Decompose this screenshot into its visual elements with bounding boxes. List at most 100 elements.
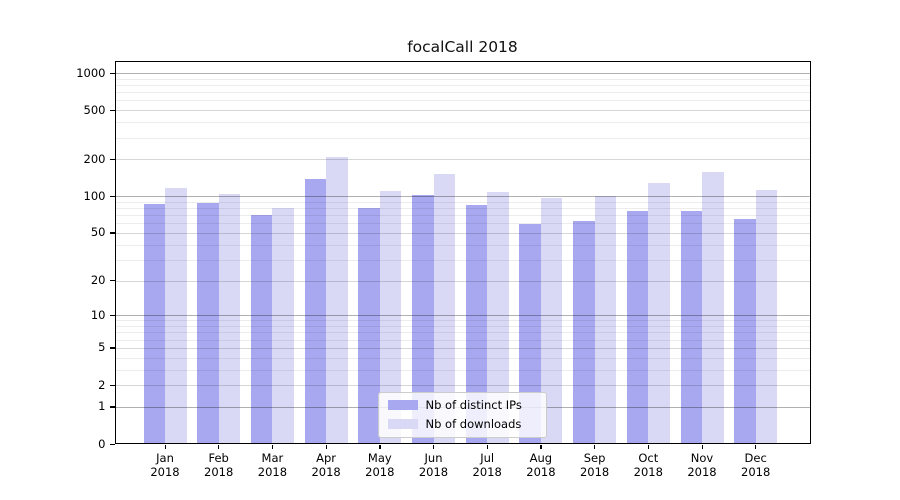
y-tick-label-200: 200 [83,151,106,166]
y-tick-label-100: 100 [83,188,106,203]
bar-downloads-nov [702,171,724,444]
bar-distinct-ips-oct [626,211,649,444]
bar-downloads-apr [326,156,348,444]
bar-distinct-ips-apr [304,178,327,444]
x-tick-label-dec: Dec 2018 [741,450,771,480]
legend: Nb of distinct IPs Nb of downloads [377,391,547,438]
y-tick-label-5: 5 [98,340,106,355]
y-tick-label-50: 50 [90,225,106,240]
y-grid-line-800 [115,84,810,86]
x-tick-label-jan: Jan 2018 [150,450,180,480]
bar-distinct-ips-aug [519,224,541,444]
y-tick-label-0: 0 [98,436,106,451]
y-grid-line-80 [115,208,810,210]
y-tick-label-10: 10 [90,307,106,322]
bar-downloads-oct [648,183,670,444]
legend-swatch-distinct_ips [387,399,418,411]
y-grid-line-9 [115,320,810,322]
y-grid-line-6 [115,339,810,341]
y-tick-mark-1 [110,406,115,408]
legend-item-downloads: Nb of downloads [387,416,546,432]
y-tick-mark-1000 [110,72,115,74]
y-grid-line-90 [115,201,810,203]
y-tick-mark-500 [110,109,115,111]
x-tick-label-sep: Sep 2018 [579,450,610,480]
y-tick-mark-2 [110,384,115,386]
y-tick-mark-0 [110,443,115,445]
bar-downloads-sep [594,195,617,444]
y-grid-line-900 [115,78,810,80]
y-grid-line-5 [115,347,810,349]
x-tick-label-oct: Oct 2018 [633,450,663,480]
y-tick-label-20: 20 [90,273,106,287]
x-tick-label-apr: Apr 2018 [311,450,341,480]
y-grid-line-40 [115,244,810,246]
y-grid-line-3 [115,369,810,371]
bar-distinct-ips-nov [680,210,702,444]
legend-label-downloads: Nb of downloads [425,416,522,431]
x-tick-mark-nov [701,444,703,449]
bar-distinct-ips-jul [465,205,488,444]
x-tick-mark-apr [325,444,327,449]
x-tick-mark-jan [164,444,166,449]
legend-swatch-downloads [387,418,418,430]
x-tick-mark-jul [486,444,488,449]
x-tick-mark-aug [540,444,542,449]
y-grid-line-10 [115,315,810,317]
y-tick-mark-10 [110,314,115,317]
x-tick-label-feb: Feb 2018 [204,450,234,480]
x-tick-mark-dec [755,444,757,449]
x-tick-label-mar: Mar 2018 [257,450,288,480]
y-tick-mark-100 [110,195,115,197]
legend-label-distinct_ips: Nb of distinct IPs [425,397,522,412]
y-grid-line-70 [115,215,810,217]
y-grid-line-500 [115,110,810,112]
x-tick-mark-oct [647,444,650,449]
y-grid-line-100 [115,196,810,198]
x-tick-label-nov: Nov 2018 [687,450,717,480]
bar-distinct-ips-feb [197,202,219,444]
bar-downloads-jun [433,174,455,444]
x-tick-label-aug: Aug 2018 [526,450,556,480]
y-tick-label-500: 500 [83,102,106,117]
y-grid-line-200 [115,159,810,161]
y-grid-line-1000 [115,73,810,74]
y-grid-line-4 [115,357,810,359]
y-grid-line-50 [115,232,810,234]
y-tick-mark-50 [110,232,115,234]
bar-distinct-ips-mar [250,215,273,444]
bar-downloads-dec [755,190,778,444]
y-grid-line-8 [115,326,810,327]
bar-downloads-feb [218,194,241,444]
bar-distinct-ips-dec [734,219,756,444]
y-tick-label-1: 1 [98,399,106,414]
x-tick-label-jul: Jul 2018 [472,450,502,480]
bar-distinct-ips-sep [573,220,595,444]
x-tick-mark-jun [433,444,435,449]
y-tick-label-1000: 1000 [76,65,106,80]
bar-distinct-ips-jan [143,204,165,444]
x-tick-mark-may [379,444,381,449]
y-tick-label-2: 2 [98,377,106,392]
y-tick-mark-5 [110,347,115,349]
y-grid-line-400 [115,122,810,124]
y-grid-line-60 [115,223,810,225]
y-grid-line-30 [115,259,810,261]
x-tick-label-jun: Jun 2018 [418,450,449,480]
x-tick-mark-sep [594,444,596,449]
y-grid-line-700 [115,92,810,94]
bar-downloads-jul [487,191,509,444]
legend-item-distinct_ips: Nb of distinct IPs [387,397,546,413]
y-grid-line-2 [115,385,810,386]
bar-distinct-ips-jun [412,195,434,444]
x-tick-label-may: May 2018 [365,450,395,480]
x-tick-mark-feb [218,444,220,449]
y-grid-line-600 [115,100,810,102]
y-grid-line-20 [115,280,810,282]
y-tick-mark-200 [110,158,115,160]
y-grid-line-7 [115,332,810,334]
x-tick-mark-mar [271,444,274,449]
y-tick-mark-20 [110,280,115,282]
y-grid-line-300 [115,137,810,139]
